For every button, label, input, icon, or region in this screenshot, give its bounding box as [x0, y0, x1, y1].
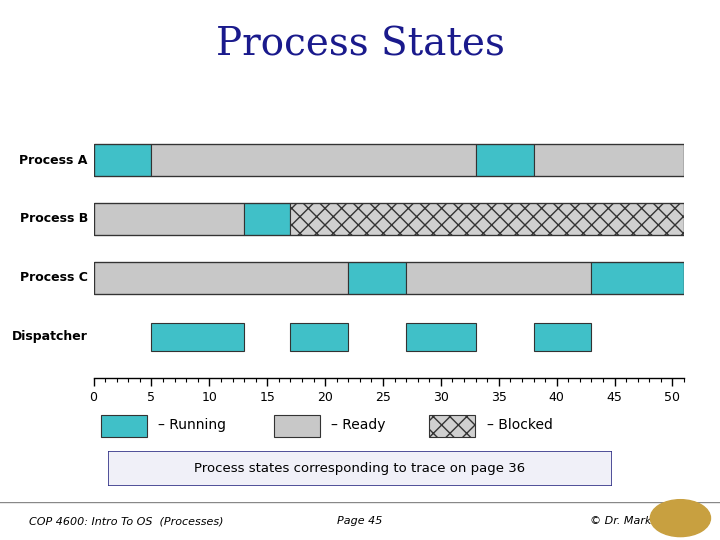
Text: Process C: Process C [20, 272, 88, 285]
FancyBboxPatch shape [429, 415, 475, 437]
FancyBboxPatch shape [406, 262, 591, 294]
Text: Process states corresponding to trace on page 36: Process states corresponding to trace on… [194, 462, 526, 475]
Text: Process States: Process States [215, 27, 505, 64]
FancyBboxPatch shape [476, 144, 534, 176]
FancyBboxPatch shape [591, 262, 684, 294]
FancyBboxPatch shape [290, 202, 684, 235]
FancyBboxPatch shape [348, 262, 406, 294]
Text: Page 45: Page 45 [337, 516, 383, 526]
FancyBboxPatch shape [534, 144, 684, 176]
FancyBboxPatch shape [94, 144, 151, 176]
Circle shape [650, 500, 711, 537]
FancyBboxPatch shape [151, 144, 476, 176]
Text: © Dr. Mark Llewellyn: © Dr. Mark Llewellyn [590, 516, 708, 526]
FancyBboxPatch shape [290, 323, 348, 350]
Text: Dispatcher: Dispatcher [12, 330, 88, 343]
FancyBboxPatch shape [94, 202, 244, 235]
Text: Process A: Process A [19, 153, 88, 166]
FancyBboxPatch shape [94, 262, 348, 294]
FancyBboxPatch shape [406, 323, 476, 350]
FancyBboxPatch shape [108, 451, 612, 486]
FancyBboxPatch shape [151, 323, 244, 350]
Text: Process B: Process B [19, 212, 88, 225]
FancyBboxPatch shape [274, 415, 320, 437]
FancyBboxPatch shape [101, 415, 147, 437]
Text: – Running: – Running [158, 418, 226, 432]
FancyBboxPatch shape [534, 323, 591, 350]
FancyBboxPatch shape [244, 202, 290, 235]
Text: – Ready: – Ready [331, 418, 386, 432]
Text: COP 4600: Intro To OS  (Processes): COP 4600: Intro To OS (Processes) [29, 516, 223, 526]
Text: – Blocked: – Blocked [487, 418, 552, 432]
